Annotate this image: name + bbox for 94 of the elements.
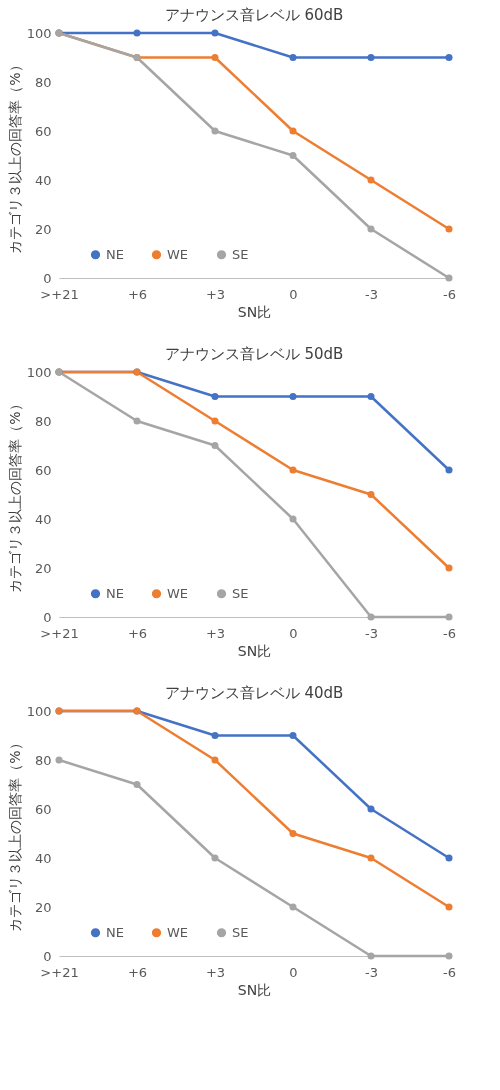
point (367, 952, 375, 960)
chart-title: アナウンス音レベル 50dB (164, 345, 344, 363)
point (445, 53, 453, 62)
point (367, 176, 375, 184)
y-tick-label: 100 (26, 364, 52, 380)
point (445, 854, 453, 862)
y-tick-label: 40 (34, 850, 52, 866)
y-tick-label: 20 (34, 899, 52, 915)
y-axis-title: カテゴリ３以上の回答率（%） (6, 397, 23, 593)
x-axis-title: SN比 (237, 303, 272, 320)
point (289, 127, 297, 135)
y-tick-label: 40 (34, 511, 52, 527)
y-tick-label: 60 (34, 462, 52, 478)
y-axis-title: カテゴリ３以上の回答率（%） (6, 58, 23, 254)
point (211, 731, 219, 740)
point (289, 903, 297, 911)
x-tick-label: +3 (205, 964, 226, 980)
x-tick-label: >+21 (40, 625, 79, 641)
y-tick-label: 80 (34, 74, 52, 90)
legend-label: WE (167, 585, 189, 601)
x-tick-label: -3 (365, 625, 378, 641)
point (367, 854, 375, 862)
x-tick-label: -6 (443, 964, 456, 980)
x-tick-label: +3 (205, 286, 226, 302)
point (211, 392, 219, 401)
y-tick-label: 60 (34, 123, 52, 139)
y-tick-label: 0 (43, 609, 52, 625)
point (211, 53, 219, 62)
point (445, 466, 453, 474)
point (211, 29, 219, 37)
x-tick-label: +6 (127, 964, 148, 980)
point (211, 127, 219, 135)
legend-label: SE (232, 585, 249, 601)
legend-label: SE (232, 924, 249, 940)
point (211, 756, 219, 764)
y-tick-label: 100 (26, 25, 52, 41)
y-tick-label: 20 (34, 560, 52, 576)
x-tick-label: +6 (127, 286, 148, 302)
x-tick-label: 0 (289, 286, 298, 302)
point (445, 903, 453, 911)
point (289, 466, 297, 474)
legend-label: WE (167, 246, 189, 262)
x-tick-label: 0 (289, 625, 298, 641)
y-axis-title: カテゴリ３以上の回答率（%） (6, 736, 23, 932)
point (211, 441, 219, 450)
point (367, 225, 375, 233)
legend-label: NE (106, 924, 124, 940)
point (289, 53, 297, 62)
x-tick-label: +6 (127, 625, 148, 641)
x-axis-title: SN比 (237, 981, 272, 998)
point (445, 274, 453, 282)
point (133, 780, 141, 789)
point (445, 952, 453, 960)
point (367, 805, 375, 813)
point (289, 829, 297, 838)
x-axis-title: SN比 (237, 642, 272, 659)
y-tick-label: 0 (43, 270, 52, 286)
point (133, 29, 141, 37)
x-tick-label: 0 (289, 964, 298, 980)
point (445, 613, 453, 621)
y-tick-label: 80 (34, 413, 52, 429)
x-tick-label: -6 (443, 286, 456, 302)
legend-label: NE (106, 246, 124, 262)
y-tick-label: 0 (43, 948, 52, 964)
point (445, 225, 453, 233)
chart-title: アナウンス音レベル 40dB (164, 684, 344, 702)
legend-label: WE (167, 924, 189, 940)
y-tick-label: 80 (34, 752, 52, 768)
x-tick-label: >+21 (40, 964, 79, 980)
chart-title: アナウンス音レベル 60dB (164, 6, 344, 24)
y-tick-label: 60 (34, 801, 52, 817)
point (289, 515, 297, 523)
x-tick-label: -6 (443, 625, 456, 641)
x-tick-label: >+21 (40, 286, 79, 302)
x-tick-label: +3 (205, 625, 226, 641)
point (367, 53, 375, 62)
y-tick-label: 40 (34, 172, 52, 188)
point (445, 564, 453, 572)
point (367, 392, 375, 401)
point (367, 613, 375, 621)
point (289, 731, 297, 740)
point (55, 756, 63, 764)
point (211, 854, 219, 862)
y-tick-label: 20 (34, 221, 52, 237)
legend-label: NE (106, 585, 124, 601)
point (367, 490, 375, 499)
x-tick-label: -3 (365, 964, 378, 980)
point (133, 417, 141, 425)
point (289, 151, 297, 160)
x-tick-label: -3 (365, 286, 378, 302)
legend-label: SE (232, 246, 249, 262)
y-tick-label: 100 (26, 703, 52, 719)
point (211, 417, 219, 425)
point (289, 392, 297, 401)
